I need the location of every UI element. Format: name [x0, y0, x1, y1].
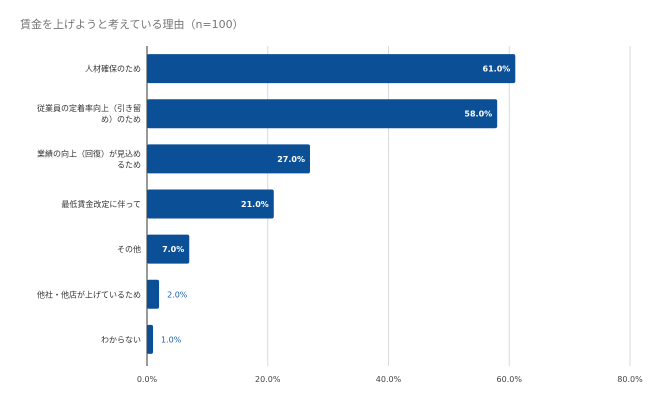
- bar: [147, 99, 498, 129]
- bar: [147, 279, 160, 309]
- labels: 0.0% 20.0% 40.0% 60.0% 80.0% 61.0% 人材確保のため 58.0…: [37, 64, 643, 384]
- category-label: 最低賃金改定に伴って: [61, 199, 141, 209]
- category-label: その他: [117, 244, 141, 254]
- category-label: 他社・他店が上げているため: [37, 289, 141, 299]
- data-label: 27.0%: [277, 155, 305, 164]
- chart-title: 賃金を上げようと考えている理由（n=100）: [20, 18, 244, 31]
- data-label: 58.0%: [464, 110, 492, 119]
- category-label: わからない: [101, 335, 141, 344]
- bar: [147, 144, 311, 174]
- category-label: 従業員の定着率向上（引き留: [37, 103, 141, 113]
- x-tick-label: 0.0%: [137, 375, 158, 384]
- data-label: 1.0%: [161, 335, 182, 344]
- category-label: るため: [117, 160, 141, 169]
- data-label: 2.0%: [167, 290, 188, 299]
- data-label: 7.0%: [162, 245, 184, 254]
- data-label: 61.0%: [483, 65, 511, 74]
- x-tick-label: 60.0%: [497, 375, 523, 384]
- x-tick-label: 40.0%: [376, 375, 402, 384]
- category-label: 人材確保のため: [85, 64, 141, 74]
- data-label: 21.0%: [241, 200, 269, 209]
- bars: [147, 54, 516, 354]
- bar: [147, 234, 190, 264]
- category-label: め）のため: [101, 115, 141, 124]
- bar: [147, 324, 154, 354]
- bar: [147, 54, 516, 84]
- x-tick-label: 20.0%: [255, 375, 281, 384]
- bar: [147, 189, 274, 219]
- category-label: 業績の向上（回復）が見込め: [37, 148, 141, 158]
- x-tick-label: 80.0%: [617, 375, 643, 384]
